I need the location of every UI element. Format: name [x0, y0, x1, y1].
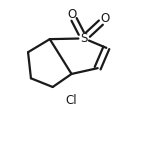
Text: O: O — [100, 12, 110, 25]
Text: O: O — [67, 8, 76, 21]
Text: Cl: Cl — [66, 94, 77, 107]
Text: S: S — [80, 32, 88, 45]
